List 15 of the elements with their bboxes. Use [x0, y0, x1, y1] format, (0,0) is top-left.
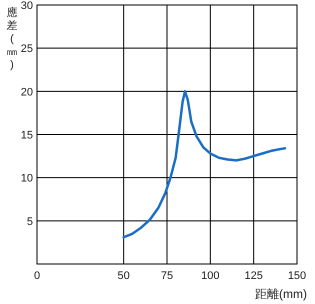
x-tick-label: 50: [118, 270, 130, 282]
y-tick-label: 25: [20, 43, 33, 56]
x-tick-label: 125: [244, 270, 263, 282]
y-tick-label: 15: [20, 130, 33, 142]
x-tick-label: 0: [34, 270, 40, 282]
x-tick-label: 100: [201, 270, 220, 282]
line-series: [122, 90, 286, 238]
x-tick-label: 75: [160, 270, 174, 282]
y-tick-label: 10: [20, 172, 33, 185]
y-axis-title: 應差(㎜): [6, 6, 18, 71]
y-tick-label: 30: [20, 0, 33, 12]
x-tick-label: 150: [288, 270, 306, 282]
x-axis-title: 距離(mm): [255, 287, 308, 301]
y-tick-label: 5: [26, 216, 33, 228]
y-tick-label: 20: [20, 86, 33, 98]
